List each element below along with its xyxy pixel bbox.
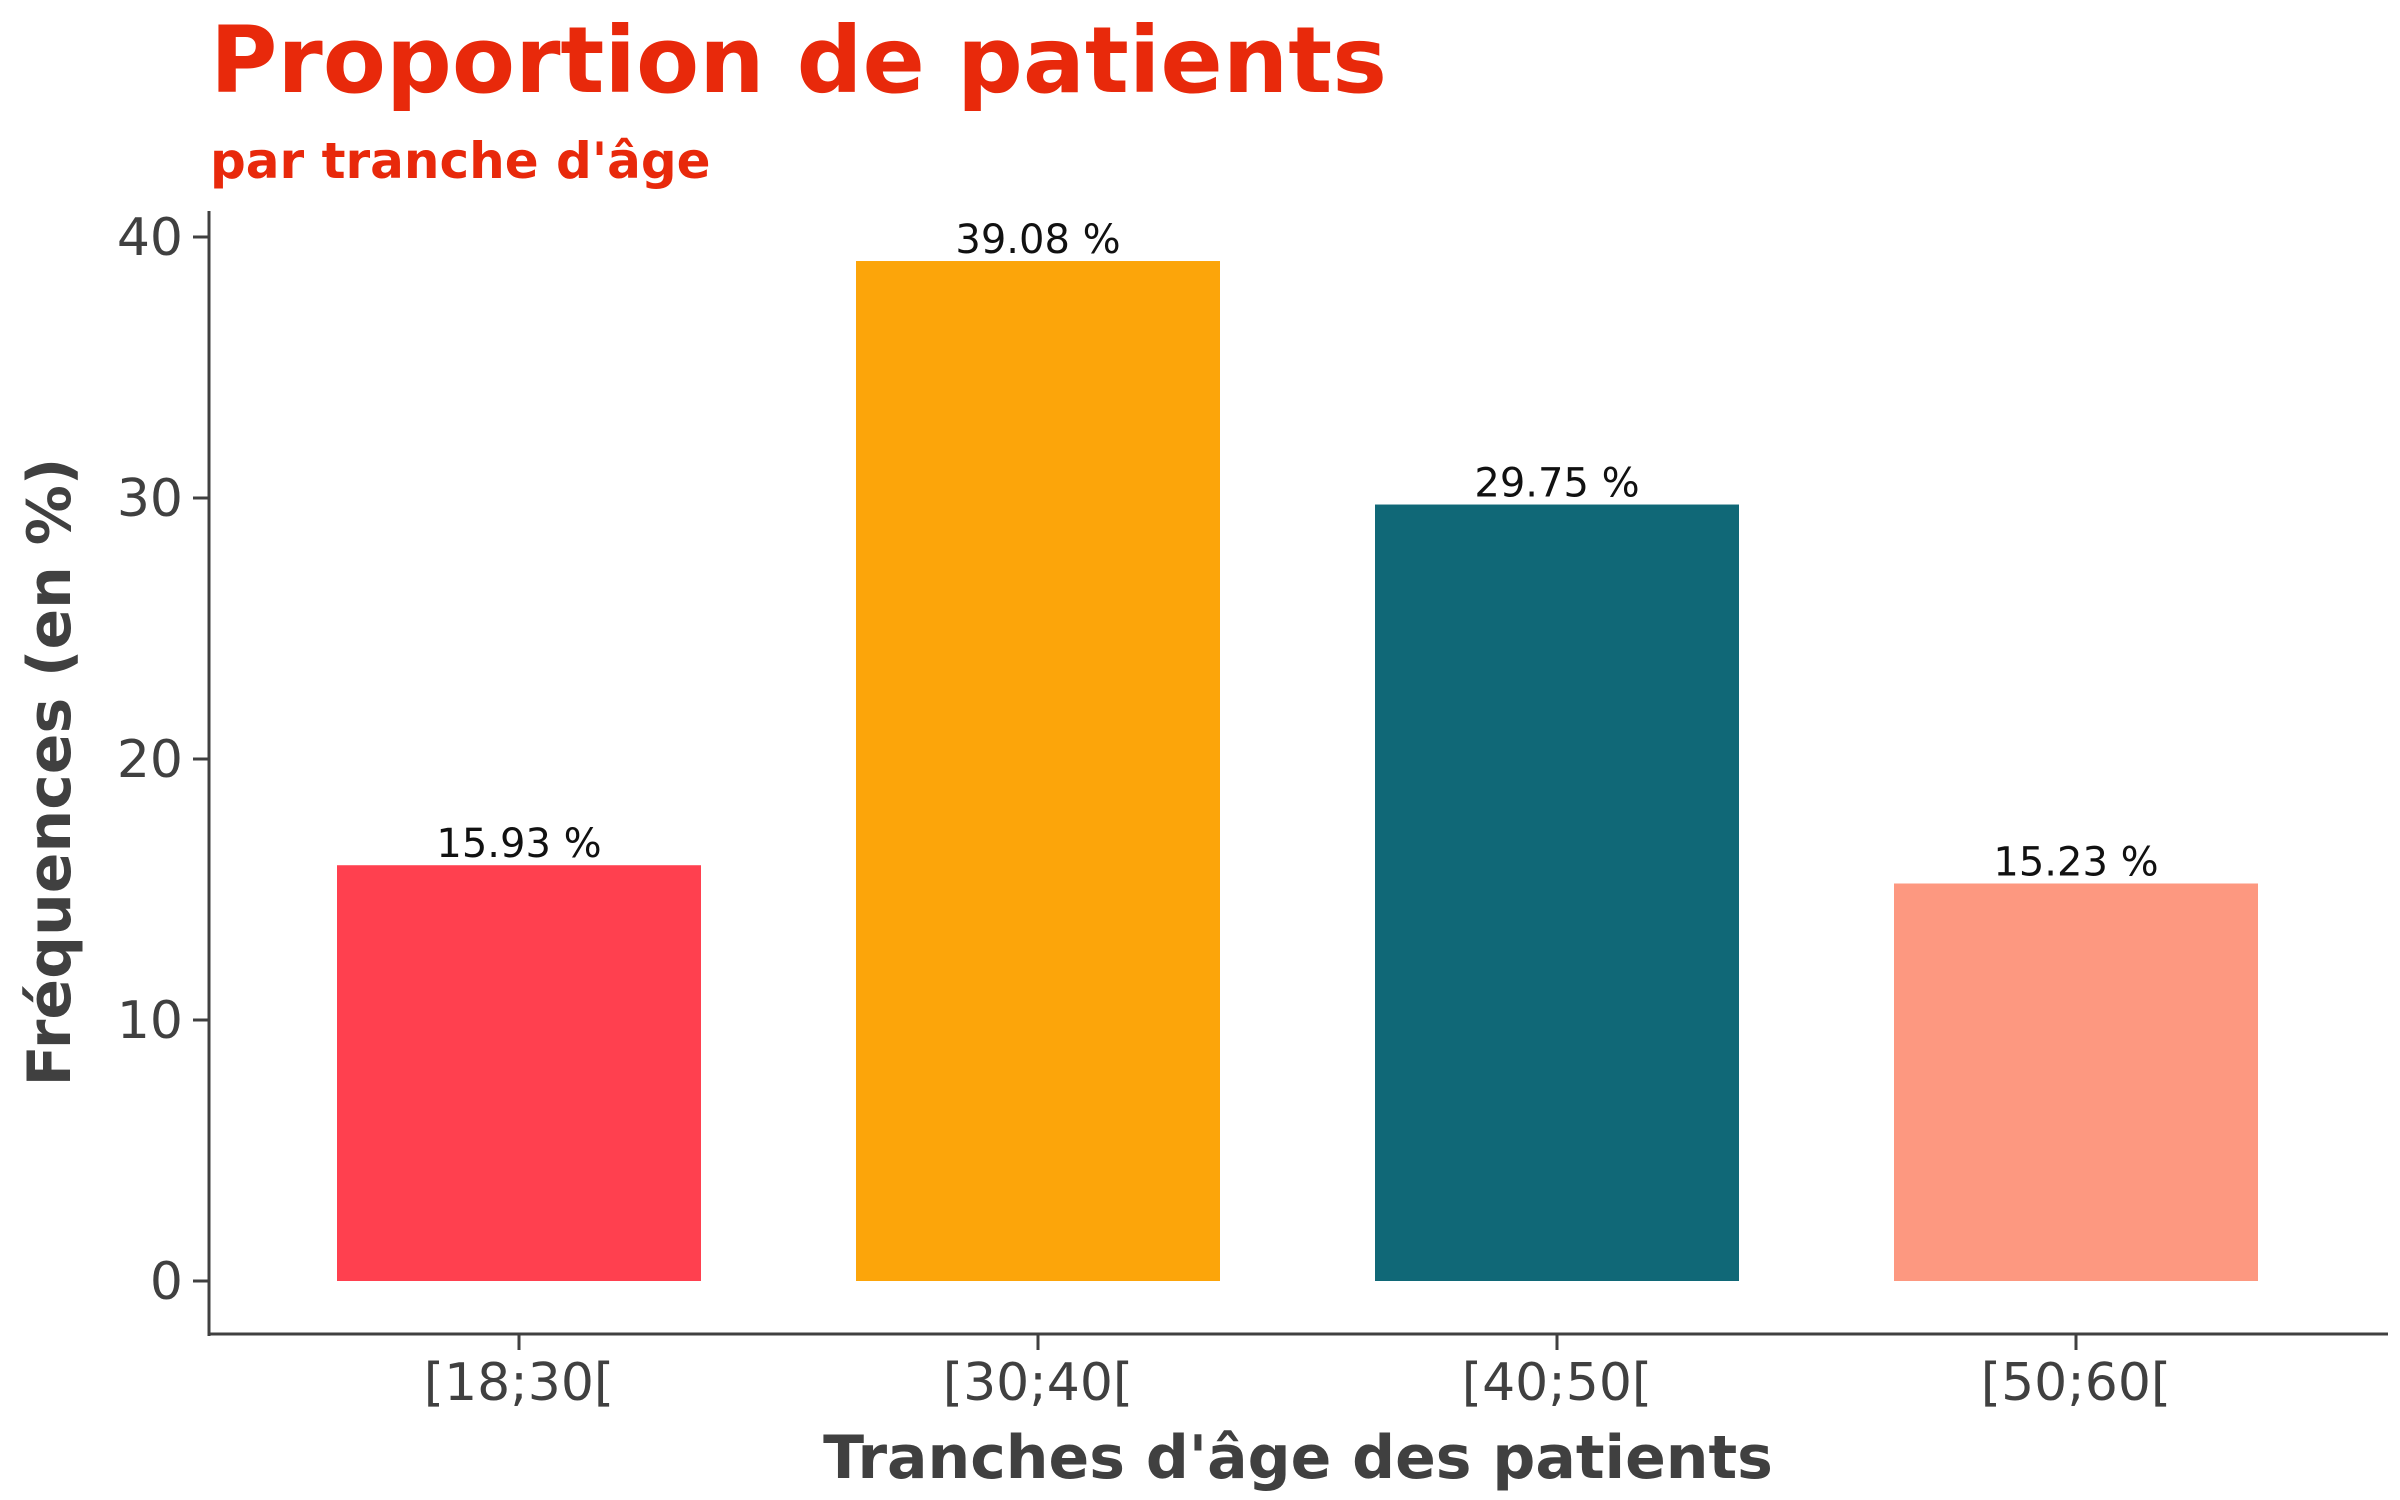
bar	[1894, 883, 2258, 1281]
y-tick-label: 20	[117, 730, 183, 790]
x-tick-label: [40;50[	[1462, 1353, 1652, 1413]
chart-title: Proportion de patients	[210, 7, 1387, 114]
bar-value-label: 29.75 %	[1474, 461, 1639, 507]
x-tick-label: [50;60[	[1981, 1353, 2171, 1413]
x-tick-label: [30;40[	[943, 1353, 1133, 1413]
bar-value-label: 15.23 %	[1993, 839, 2158, 885]
chart-subtitle: par tranche d'âge	[210, 132, 711, 190]
x-tick-label: [18;30[	[424, 1353, 614, 1413]
bar	[337, 865, 701, 1281]
y-tick-label: 30	[117, 469, 183, 529]
y-tick-label: 40	[117, 208, 183, 268]
y-tick-label: 10	[117, 991, 183, 1051]
bar-value-label: 39.08 %	[955, 217, 1120, 263]
bar-value-label: 15.93 %	[436, 821, 601, 867]
y-tick-label: 0	[150, 1252, 183, 1312]
bar	[1375, 504, 1739, 1281]
x-axis-title: Tranches d'âge des patients	[823, 1423, 1773, 1493]
y-axis-title: Fréquences (en %)	[15, 458, 85, 1087]
plot-area: 0 10 20 30 40 15.93 % [18;30[ 39.08 % [30;40[ 29.…	[117, 208, 2258, 1413]
bar	[856, 261, 1220, 1282]
